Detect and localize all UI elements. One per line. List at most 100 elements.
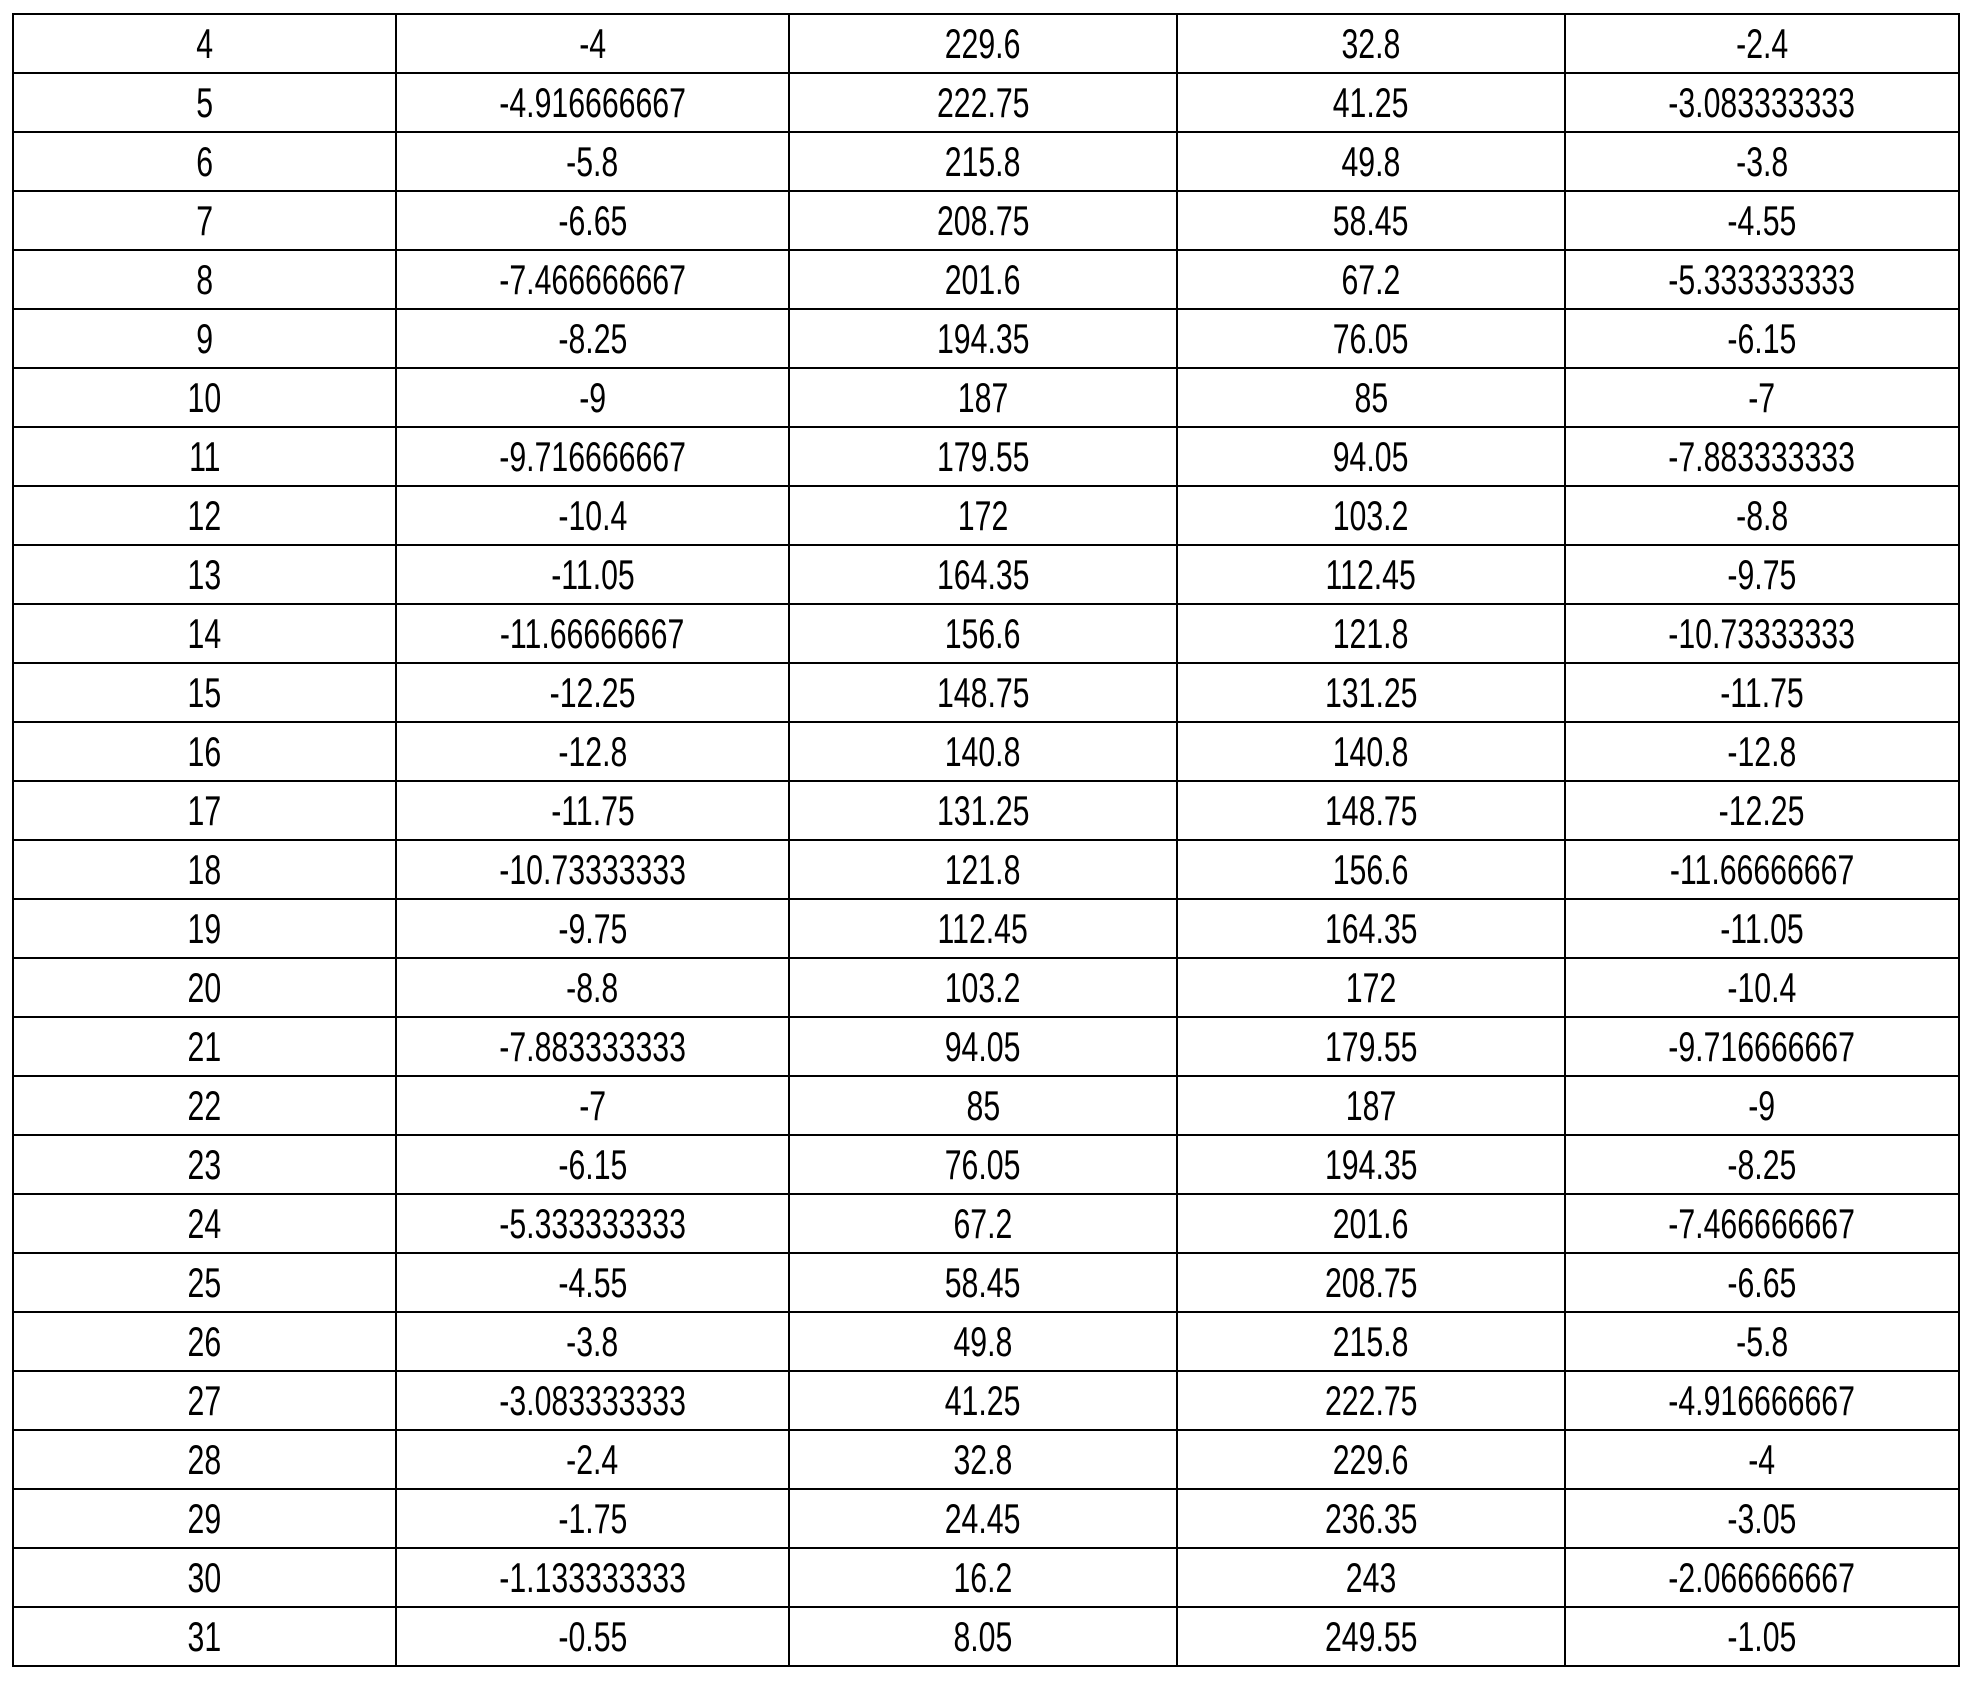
cell-value: -0.55 — [558, 1616, 627, 1658]
cell-value: -7 — [579, 1085, 606, 1127]
table-cell: -6.65 — [396, 191, 789, 250]
cell-value: 121.8 — [1333, 613, 1409, 655]
cell-value: 103.2 — [945, 967, 1021, 1009]
table-cell: -9.75 — [1565, 545, 1959, 604]
table-cell: -6.15 — [1565, 309, 1959, 368]
cell-value: 19 — [188, 908, 222, 950]
cell-value: 6 — [196, 141, 213, 183]
cell-value: -9.716666667 — [1669, 1026, 1856, 1068]
cell-value: 9 — [196, 318, 213, 360]
cell-value: 164.35 — [1325, 908, 1417, 950]
table-cell: 22 — [13, 1076, 396, 1135]
table-cell: 140.8 — [1177, 722, 1565, 781]
table-cell: 229.6 — [789, 14, 1177, 73]
cell-value: 26 — [188, 1321, 222, 1363]
table-cell: 67.2 — [1177, 250, 1565, 309]
table-cell: -1.05 — [1565, 1607, 1959, 1666]
cell-value: -12.25 — [550, 672, 636, 714]
cell-value: -4.55 — [1728, 200, 1797, 242]
cell-value: 10 — [188, 377, 222, 419]
table-cell: 16.2 — [789, 1548, 1177, 1607]
cell-value: -11.05 — [1720, 908, 1804, 950]
table-cell: 7 — [13, 191, 396, 250]
cell-value: 215.8 — [1333, 1321, 1409, 1363]
table-row: 17-11.75131.25148.75-12.25 — [13, 781, 1959, 840]
cell-value: 131.25 — [1325, 672, 1417, 714]
cell-value: 18 — [188, 849, 222, 891]
cell-value: 24.45 — [945, 1498, 1021, 1540]
table-cell: -8.25 — [396, 309, 789, 368]
table-cell: -10.4 — [396, 486, 789, 545]
cell-value: -6.15 — [558, 1144, 627, 1186]
cell-value: -2.4 — [1736, 23, 1788, 65]
table-cell: 164.35 — [789, 545, 1177, 604]
cell-value: 243 — [1346, 1557, 1396, 1599]
table-cell: -11.66666667 — [1565, 840, 1959, 899]
cell-value: -11.66666667 — [1670, 849, 1854, 891]
table-cell: 76.05 — [1177, 309, 1565, 368]
cell-value: 17 — [188, 790, 222, 832]
table-cell: -9 — [1565, 1076, 1959, 1135]
cell-value: -1.75 — [558, 1498, 627, 1540]
table-cell: -5.333333333 — [396, 1194, 789, 1253]
cell-value: -7 — [1749, 377, 1776, 419]
cell-value: 94.05 — [1333, 436, 1409, 478]
table-cell: 17 — [13, 781, 396, 840]
cell-value: 172 — [958, 495, 1008, 537]
table-cell: 10 — [13, 368, 396, 427]
table-cell: -3.05 — [1565, 1489, 1959, 1548]
table-cell: 76.05 — [789, 1135, 1177, 1194]
cell-value: 16.2 — [954, 1557, 1013, 1599]
table-cell: 12 — [13, 486, 396, 545]
table-cell: -4.55 — [1565, 191, 1959, 250]
table-cell: 19 — [13, 899, 396, 958]
cell-value: -3.05 — [1728, 1498, 1797, 1540]
table-cell: -12.25 — [1565, 781, 1959, 840]
cell-value: -7.466666667 — [499, 259, 686, 301]
table-cell: 26 — [13, 1312, 396, 1371]
table-row: 11-9.716666667179.5594.05-7.883333333 — [13, 427, 1959, 486]
cell-value: 229.6 — [1333, 1439, 1409, 1481]
table-row: 26 -3.8 49.8 215.8 -5.8 — [13, 1312, 1959, 1371]
cell-value: -10.73333333 — [499, 849, 686, 891]
cell-value: 7 — [196, 200, 213, 242]
table-cell: 8 — [13, 250, 396, 309]
cell-value: 148.75 — [1325, 790, 1417, 832]
table-cell: -1.75 — [396, 1489, 789, 1548]
table-row: 31-0.558.05249.55-1.05 — [13, 1607, 1959, 1666]
table-cell: 121.8 — [1177, 604, 1565, 663]
cell-value: 112.45 — [938, 908, 1028, 950]
table-cell: 6 — [13, 132, 396, 191]
table-cell: -3.8 — [396, 1312, 789, 1371]
cell-value: 31 — [188, 1616, 222, 1658]
cell-value: 67.2 — [954, 1203, 1013, 1245]
table-cell: 194.35 — [1177, 1135, 1565, 1194]
table-cell: 5 — [13, 73, 396, 132]
table-cell: -4.916666667 — [1565, 1371, 1959, 1430]
cell-value: -3.083333333 — [1669, 82, 1856, 124]
table-cell: 27 — [13, 1371, 396, 1430]
table-cell: -9.716666667 — [396, 427, 789, 486]
cell-value: 222.75 — [937, 82, 1029, 124]
table-row: 4-4229.632.8-2.4 — [13, 14, 1959, 73]
cell-value: -2.4 — [566, 1439, 618, 1481]
table-cell: -7 — [1565, 368, 1959, 427]
cell-value: 229.6 — [945, 23, 1021, 65]
table-cell: 9 — [13, 309, 396, 368]
cell-value: -6.15 — [1728, 318, 1797, 360]
table-cell: -9.75 — [396, 899, 789, 958]
cell-value: 49.8 — [954, 1321, 1013, 1363]
cell-value: 140.8 — [1333, 731, 1409, 773]
cell-value: -3.8 — [1736, 141, 1788, 183]
table-cell: -2.4 — [396, 1430, 789, 1489]
table-cell: 187 — [1177, 1076, 1565, 1135]
table-cell: -10.73333333 — [396, 840, 789, 899]
table-row: 23-6.1576.05194.35-8.25 — [13, 1135, 1959, 1194]
table-cell: 32.8 — [789, 1430, 1177, 1489]
table-cell: -5.8 — [1565, 1312, 1959, 1371]
table-cell: -0.55 — [396, 1607, 789, 1666]
table-row: 21-7.88333333394.05179.55-9.716666667 — [13, 1017, 1959, 1076]
cell-value: 8 — [196, 259, 213, 301]
table-cell: -12.25 — [396, 663, 789, 722]
table-cell: -11.75 — [1565, 663, 1959, 722]
